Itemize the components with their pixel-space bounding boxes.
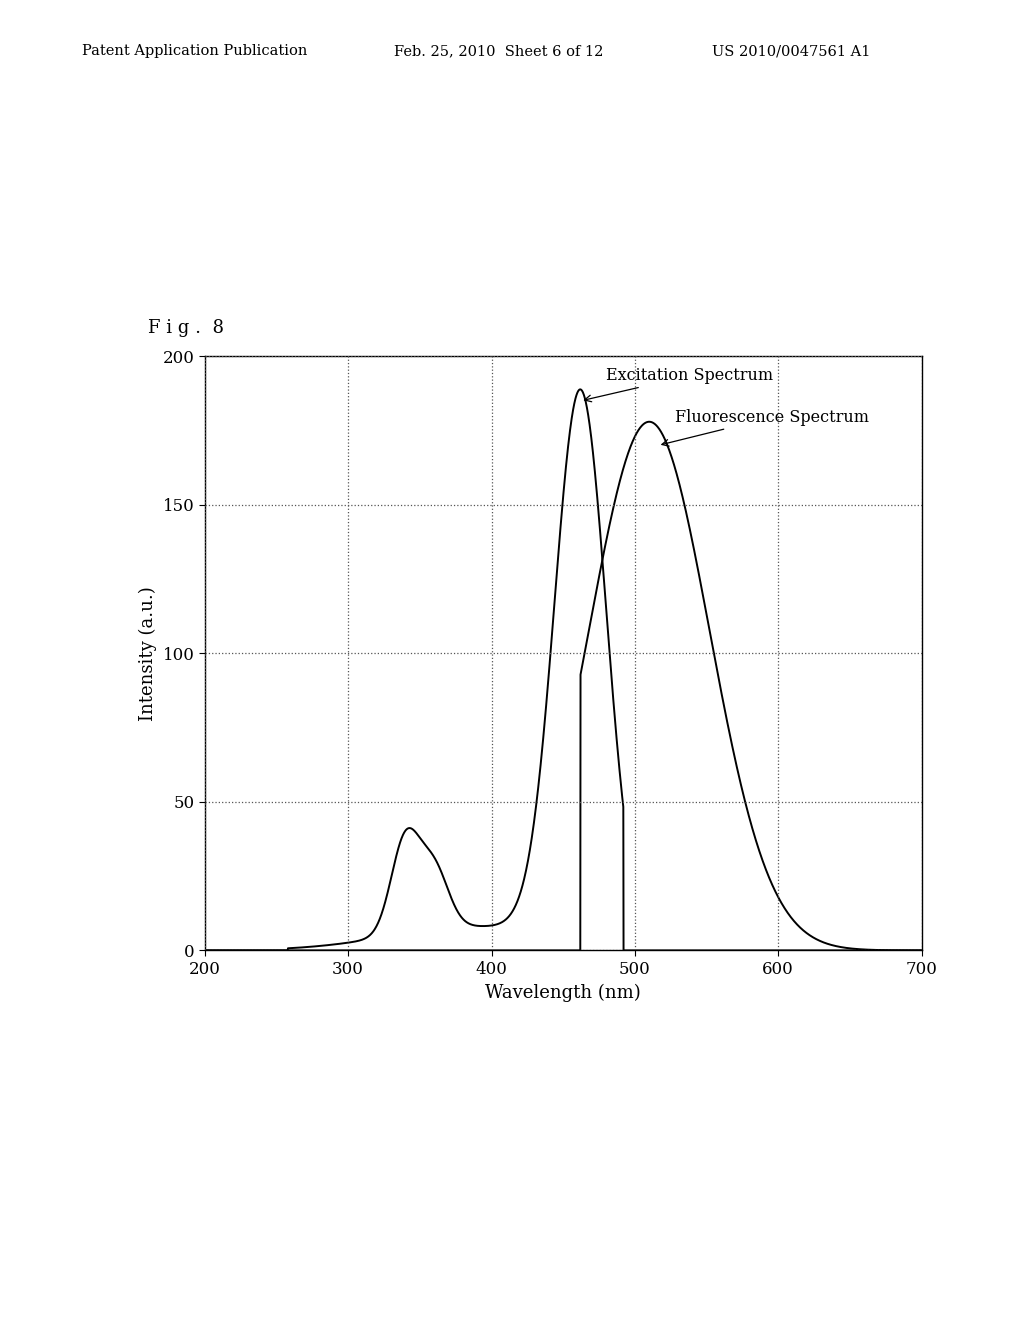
Text: US 2010/0047561 A1: US 2010/0047561 A1: [712, 45, 870, 58]
Text: Feb. 25, 2010  Sheet 6 of 12: Feb. 25, 2010 Sheet 6 of 12: [394, 45, 603, 58]
Text: Patent Application Publication: Patent Application Publication: [82, 45, 307, 58]
Text: Fluorescence Spectrum: Fluorescence Spectrum: [662, 409, 869, 446]
Text: F i g .  8: F i g . 8: [148, 318, 224, 337]
Text: Excitation Spectrum: Excitation Spectrum: [585, 367, 773, 401]
X-axis label: Wavelength (nm): Wavelength (nm): [485, 983, 641, 1002]
Y-axis label: Intensity (a.u.): Intensity (a.u.): [138, 586, 157, 721]
